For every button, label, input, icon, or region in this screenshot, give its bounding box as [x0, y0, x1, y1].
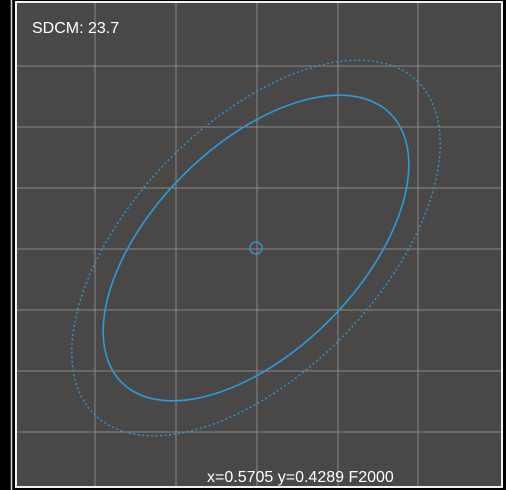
sdcm-label: SDCM: 23.7	[32, 20, 119, 37]
outer-ellipse	[71, 59, 441, 437]
center-marker	[249, 241, 263, 255]
grid	[17, 3, 501, 486]
inner-ellipse	[102, 94, 410, 402]
coordinates-label: x=0.5705 y=0.4289 F2000	[207, 469, 394, 486]
plot-panel	[15, 1, 503, 488]
